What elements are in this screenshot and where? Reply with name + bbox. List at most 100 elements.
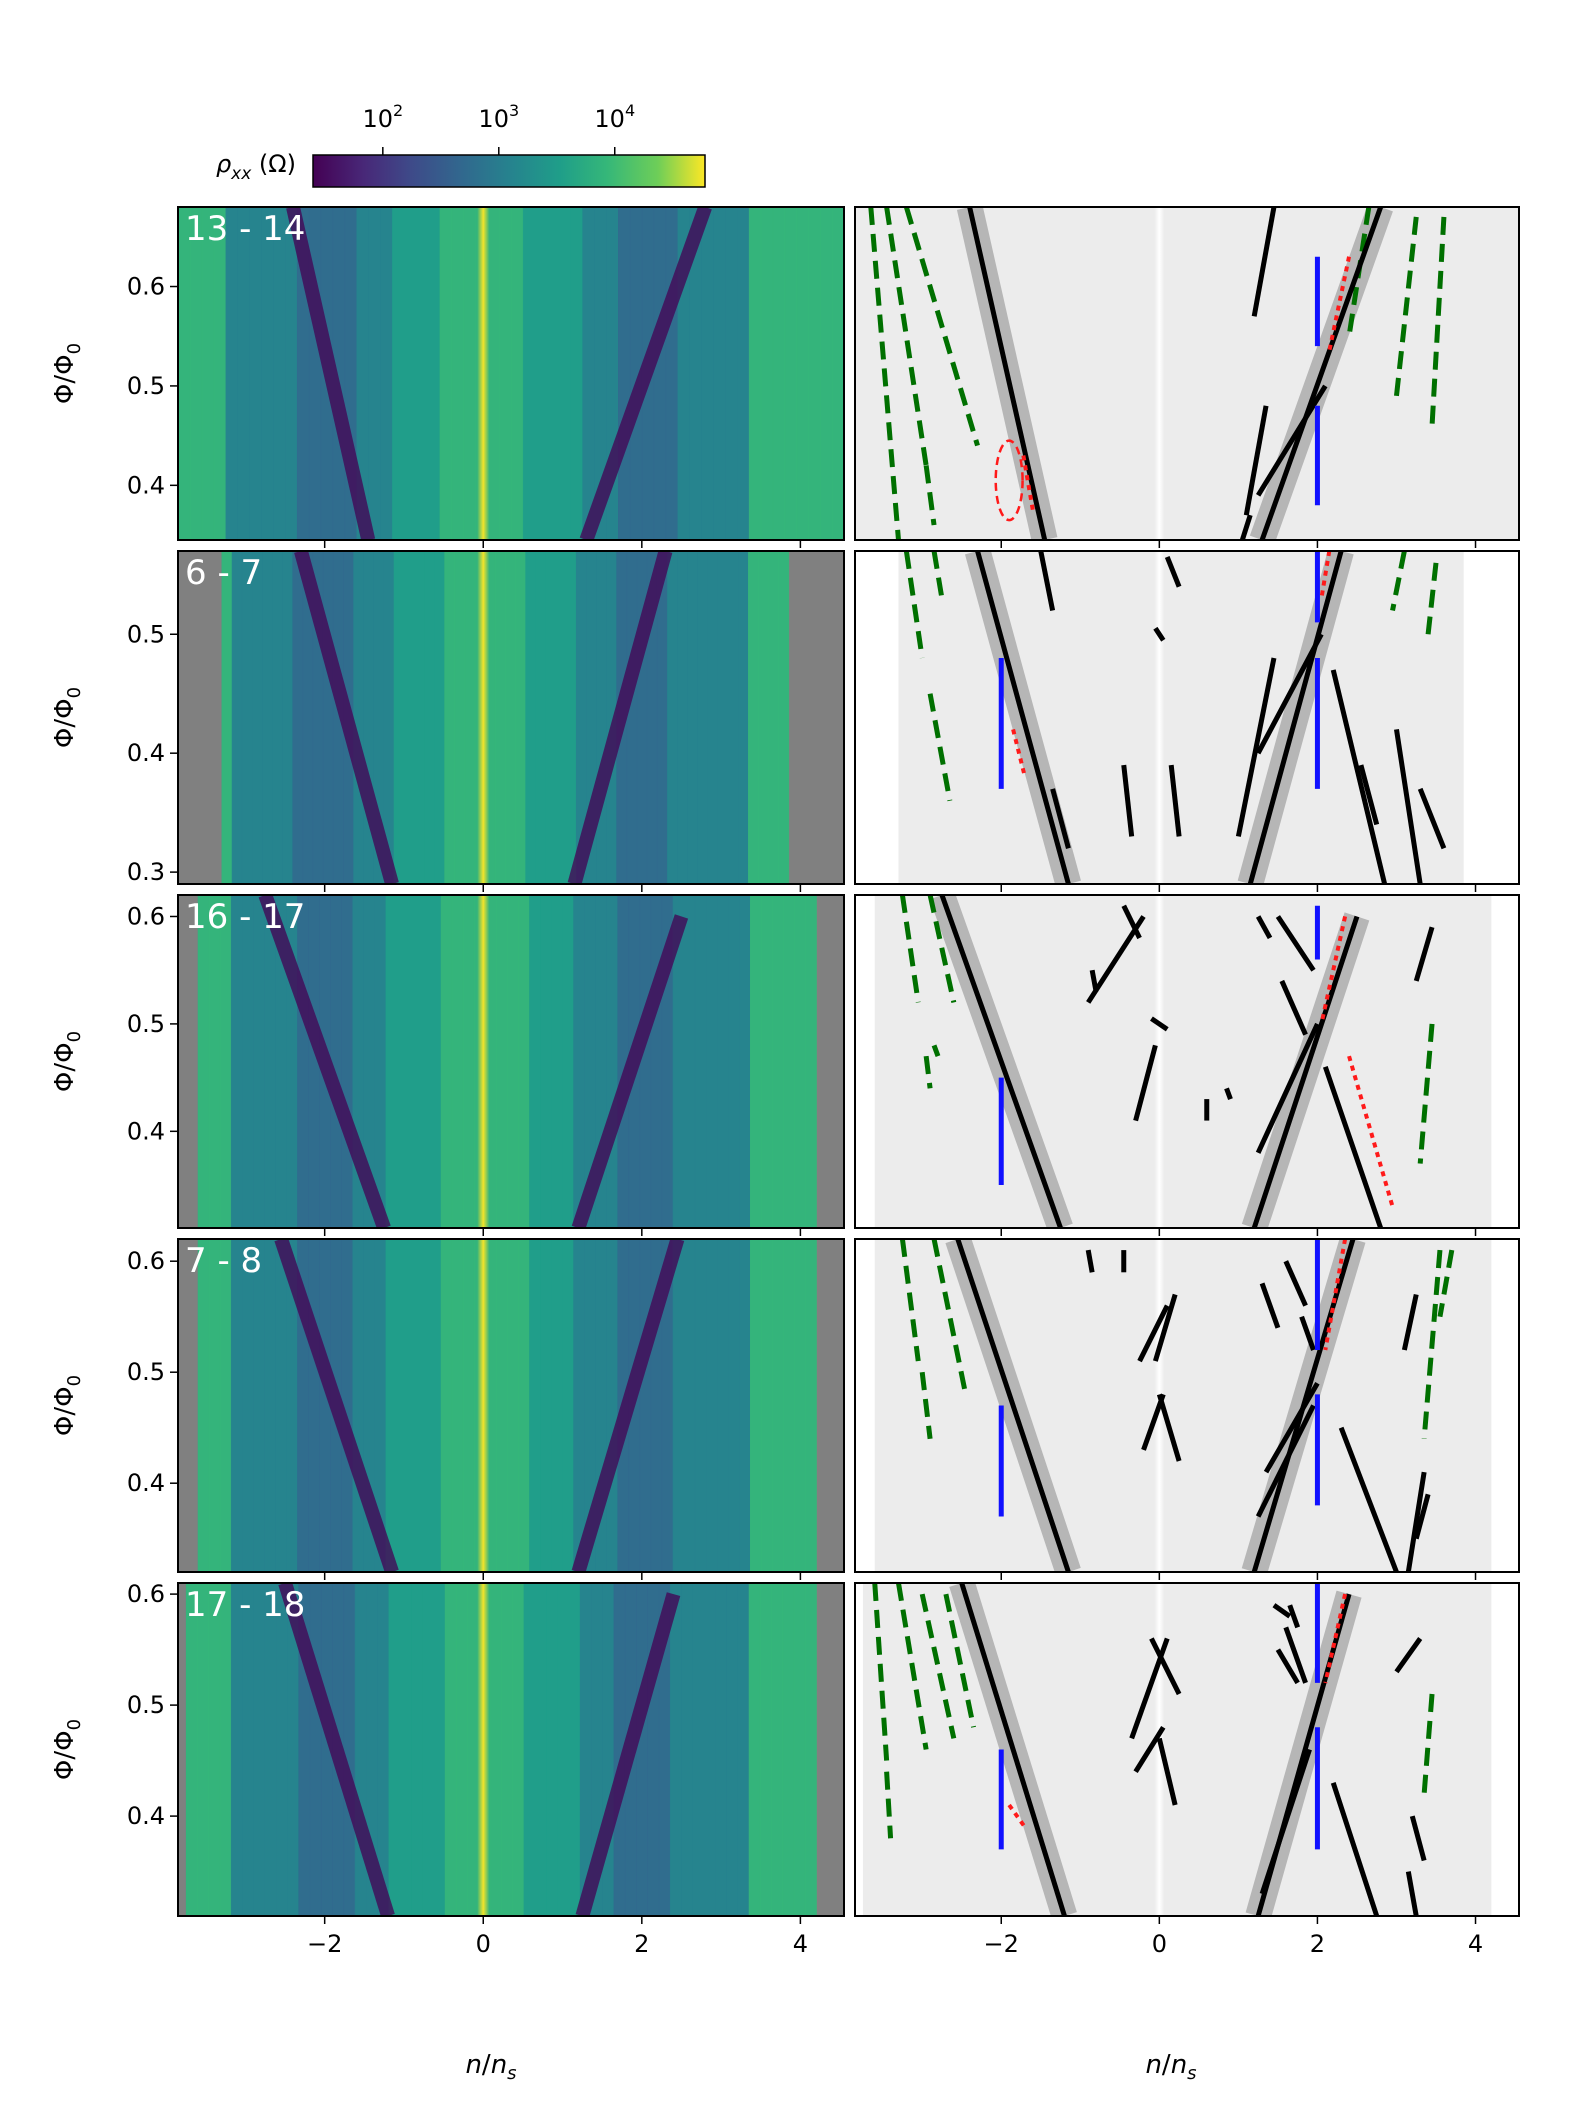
heatmap-cell <box>352 895 365 1228</box>
heatmap-cell <box>761 1239 773 1572</box>
y-tick-label-2: 0.6 <box>127 1247 165 1275</box>
annotated-panel-4 <box>855 1239 1519 1572</box>
heatmap-cell <box>332 551 344 884</box>
heatmap-cell <box>595 1239 608 1572</box>
charge-neutrality-band <box>477 207 490 540</box>
annotated-frame <box>854 206 1520 541</box>
solid-trajectory-2 <box>1255 1022 1320 1154</box>
solid-trajectory-3 <box>1275 1648 1300 1685</box>
heatmap-cell <box>380 207 393 540</box>
heatmap-cell <box>518 895 530 1228</box>
solid-trajectory-1 <box>1259 207 1384 540</box>
heatmap-cell <box>703 1583 716 1916</box>
heatmap-cell <box>768 551 779 884</box>
heatmap-cell <box>467 1583 480 1916</box>
dashed-trajectory-3 <box>919 1593 957 1739</box>
heatmap-cell <box>286 895 298 1228</box>
heatmap-cell <box>784 207 798 540</box>
heatmap-cell <box>727 551 739 884</box>
charge-neutrality-band <box>477 1239 490 1572</box>
heatmap-cell <box>540 895 552 1228</box>
x-tick-label-r-0: −2 <box>984 1930 1019 1958</box>
y-axis-label: Φ/Φ0 <box>50 1031 85 1092</box>
solid-trajectory-9 <box>1121 904 1142 940</box>
heatmap-panel-1 <box>178 207 844 540</box>
x-tick-label-r-1: 0 <box>1152 1930 1167 1958</box>
heatmap-cell <box>617 895 630 1228</box>
heatmap-cell <box>683 1239 696 1572</box>
solid-trajectory-5 <box>1255 915 1273 940</box>
heatmap-cell <box>237 207 250 540</box>
heatmap-cell <box>629 207 643 540</box>
solid-trajectory-10 <box>1121 764 1135 837</box>
heatmap-cell <box>727 895 740 1228</box>
heatmap-cell <box>407 1239 420 1572</box>
charge-neutrality-band <box>477 1583 490 1916</box>
heatmap-cell <box>213 207 227 540</box>
solid-trajectory-7 <box>1394 1637 1423 1674</box>
heatmap-cell <box>444 551 456 884</box>
y-axis-label: Φ/Φ0 <box>50 1375 85 1436</box>
panel-label: 6 - 7 <box>185 553 262 593</box>
heatmap-cell <box>507 1239 519 1572</box>
heatmap-panel-3 <box>178 895 844 1228</box>
heatmap-cell <box>320 1583 333 1916</box>
y-tick-label-1: 0.5 <box>127 1358 165 1386</box>
heatmap-cell <box>613 1583 626 1916</box>
heatmap-cell <box>677 551 688 884</box>
heatmap-cell <box>515 551 526 884</box>
heatmap-cell <box>363 1239 376 1572</box>
heatmap-cell <box>653 207 667 540</box>
solid-trajectory-8 <box>1401 1293 1419 1351</box>
heatmap-cell <box>463 207 476 540</box>
heatmap-cell <box>352 1239 365 1572</box>
y-tick-label-1: 0.5 <box>127 1010 165 1038</box>
dashed-trajectory-4 <box>1417 1023 1435 1164</box>
dashed-trajectory-3 <box>1421 1249 1443 1440</box>
colorbar: ρxx (Ω) 102 103 104 <box>216 101 706 188</box>
heatmap-cell <box>557 1583 570 1916</box>
heatmap-dark-feature-0 <box>278 1583 395 1916</box>
heatmap-cell <box>727 1239 740 1572</box>
heatmap-dark-feature-0 <box>294 551 399 884</box>
heatmap-cell <box>529 895 541 1228</box>
solid-trajectory-6 <box>1417 787 1447 850</box>
heatmap-dark-feature-0 <box>274 1239 399 1572</box>
annotated-frame <box>854 1582 1520 1917</box>
panel-3: 16 - 17 0.4 0.5 0.6 Φ/Φ0 <box>50 894 1520 1236</box>
heatmap-cell <box>383 551 395 884</box>
solid-trajectory-14 <box>1152 1293 1178 1362</box>
heatmap-cell <box>573 1239 585 1572</box>
heatmap-cell <box>681 1583 694 1916</box>
colorbar-ticks: 102 103 104 <box>362 101 635 155</box>
dashed-trajectory-1 <box>927 895 957 1003</box>
heatmap-cell <box>230 895 243 1228</box>
heatmap-cell <box>241 895 254 1228</box>
heatmap-cell <box>737 1583 750 1916</box>
solid-trajectory-10 <box>1086 915 1146 1004</box>
heatmap-cell <box>529 1239 541 1572</box>
heatmap-cell <box>308 1239 320 1572</box>
solid-trajectory-12 <box>1133 1044 1158 1122</box>
heatmap-cell <box>714 1583 727 1916</box>
heatmap-cell <box>330 895 342 1228</box>
heatmap-frame <box>177 550 845 885</box>
solid-trajectory-14 <box>1287 1604 1301 1629</box>
heatmap-cell <box>759 1583 772 1916</box>
heatmap-cell <box>692 1583 705 1916</box>
colorbar-tick-label-0: 102 <box>362 101 403 133</box>
heatmap-cell <box>230 1239 243 1572</box>
solid-trajectory-7 <box>1338 1426 1399 1572</box>
heatmap-cell <box>694 895 707 1228</box>
dotted-trajectory-0 <box>1323 1239 1348 1351</box>
heatmap-cell <box>393 551 405 884</box>
panel-5: 17 - 18 0.4 0.5 0.6 Φ/Φ0 −2 −2 0 0 2 2 4 4 <box>50 1580 1520 1958</box>
heatmap-cell <box>197 1583 210 1916</box>
heatmap-cell <box>427 207 441 540</box>
heatmap-frame <box>177 1238 845 1573</box>
heatmap-dark-feature-1 <box>567 551 673 884</box>
panel-4: 7 - 8 0.4 0.5 0.6 Φ/Φ0 <box>50 1238 1520 1580</box>
heatmap-cell <box>716 1239 729 1572</box>
heatmap-cell <box>282 551 294 884</box>
solid-trajectory-11 <box>1150 1016 1169 1032</box>
